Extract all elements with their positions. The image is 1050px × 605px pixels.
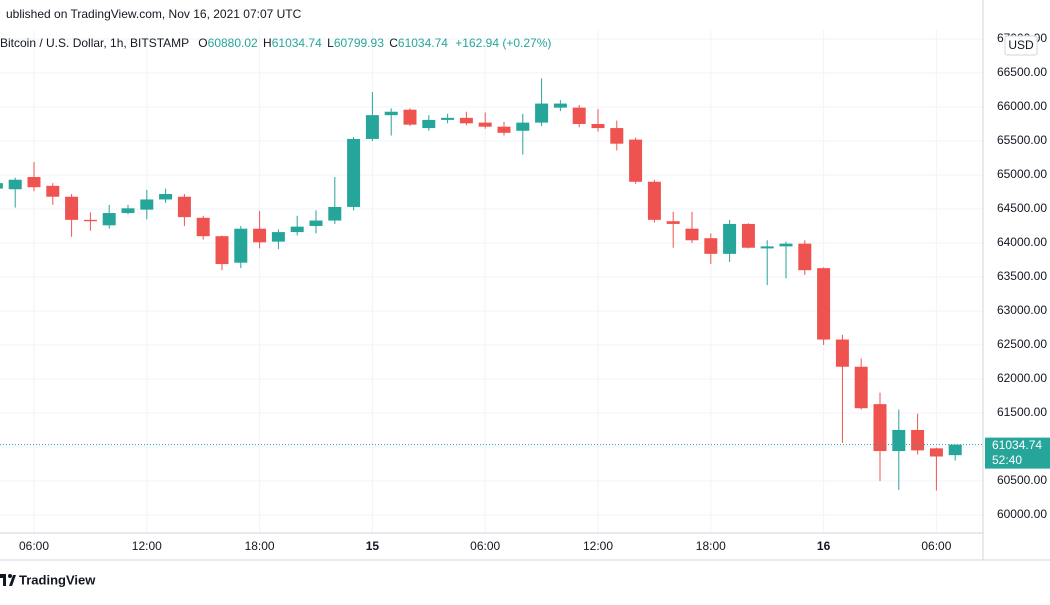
candle-body <box>177 196 191 218</box>
candle-body <box>817 268 831 340</box>
x-tick-label: 18:00 <box>696 539 726 553</box>
candle-body <box>478 122 492 127</box>
low-value: 60799.93 <box>334 36 384 50</box>
currency-box[interactable] <box>1004 35 1038 56</box>
candle-body <box>704 238 718 254</box>
candle-body <box>365 115 379 139</box>
candle-body <box>572 107 586 124</box>
high-value: 61034.74 <box>272 36 322 50</box>
grid-layer <box>0 30 983 533</box>
candle-body <box>46 185 60 197</box>
y-tick-label: 65000.00 <box>997 167 1047 181</box>
candle-body <box>65 196 79 220</box>
y-tick-label: 64500.00 <box>997 201 1047 215</box>
x-tick-label: 12:00 <box>132 539 162 553</box>
candles <box>0 78 983 491</box>
candle-body <box>779 243 793 247</box>
candle-body <box>234 228 248 263</box>
candle-body <box>8 179 22 190</box>
candle-body <box>83 219 97 222</box>
candle-body <box>271 232 285 242</box>
close-label: C <box>389 36 398 50</box>
x-tick-label: 16 <box>817 539 831 553</box>
candle-body <box>215 236 229 265</box>
y-tick-label: 62000.00 <box>997 371 1047 385</box>
candle-body <box>723 223 737 254</box>
candle-body <box>441 117 455 120</box>
candle-body <box>854 366 868 409</box>
axis-layer: 60000.0060500.0061000.0061500.0062000.00… <box>19 31 1050 553</box>
candle-body <box>911 429 925 451</box>
candle-body <box>591 123 605 129</box>
open-label: O <box>198 36 207 50</box>
candle-body <box>798 243 812 271</box>
y-tick-label: 63000.00 <box>997 303 1047 317</box>
candle-body <box>102 213 116 226</box>
x-tick-label: 18:00 <box>245 539 275 553</box>
candle-body <box>535 103 549 123</box>
countdown: 52:40 <box>992 453 1022 467</box>
candle-body <box>328 206 342 221</box>
last-price-box <box>985 437 1050 469</box>
symbol-title: Bitcoin / U.S. Dollar, 1h, BITSTAMP <box>0 36 189 50</box>
candle-body <box>553 103 567 108</box>
candle-body <box>196 217 210 237</box>
y-tick-label: 63500.00 <box>997 269 1047 283</box>
candle-body <box>929 448 943 457</box>
candle-body <box>159 194 173 200</box>
candle-body <box>121 208 135 214</box>
close-value: 61034.74 <box>398 36 448 50</box>
candle-body <box>290 226 304 233</box>
candle-body <box>27 177 41 188</box>
candle-body <box>459 117 473 124</box>
candle-body <box>140 199 154 210</box>
candle-body <box>384 111 398 116</box>
x-tick-label: 06:00 <box>19 539 49 553</box>
candle-body <box>835 339 849 367</box>
candle-body <box>497 126 511 133</box>
x-tick-label: 06:00 <box>921 539 951 553</box>
published-note: ublished on TradingView.com, Nov 16, 202… <box>6 7 302 21</box>
candle-body <box>741 223 755 248</box>
candle-body <box>948 444 962 456</box>
candle-body <box>347 138 361 207</box>
y-tick-label: 66000.00 <box>997 99 1047 113</box>
candle-body <box>516 122 530 131</box>
x-tick-label: 15 <box>366 539 380 553</box>
candle-body <box>873 404 887 452</box>
y-tick-label: 65500.00 <box>997 133 1047 147</box>
candle-body <box>403 109 417 125</box>
candle-body <box>629 139 643 182</box>
candle-body <box>647 181 661 220</box>
y-tick-label: 62500.00 <box>997 337 1047 351</box>
y-tick-label: 60500.00 <box>997 473 1047 487</box>
last-price-label: 61034.74 <box>992 438 1042 452</box>
candle-body <box>253 228 267 243</box>
brand: TradingView <box>19 572 96 587</box>
y-tick-label: 66500.00 <box>997 65 1047 79</box>
y-tick-label: 64000.00 <box>997 235 1047 249</box>
candle-body <box>760 246 774 249</box>
brand-logo <box>0 574 16 586</box>
change-value: +162.94 (+0.27%) <box>455 36 551 50</box>
candle-body <box>685 228 699 241</box>
high-label: H <box>263 36 272 50</box>
y-tick-label: 61500.00 <box>997 405 1047 419</box>
x-tick-label: 06:00 <box>470 539 500 553</box>
candle-body <box>892 429 906 452</box>
legend: Bitcoin / U.S. Dollar, 1h, BITSTAMP O608… <box>0 36 551 50</box>
low-label: L <box>327 36 334 50</box>
candle-body <box>0 183 3 189</box>
candle-body <box>309 220 323 226</box>
x-tick-label: 12:00 <box>583 539 613 553</box>
y-tick-label: 60000.00 <box>997 507 1047 521</box>
candle-body <box>666 221 680 224</box>
currency-label[interactable]: USD <box>1008 38 1034 52</box>
candle-body <box>610 128 624 144</box>
open-value: 60880.02 <box>208 36 258 50</box>
candle-body <box>422 119 436 129</box>
